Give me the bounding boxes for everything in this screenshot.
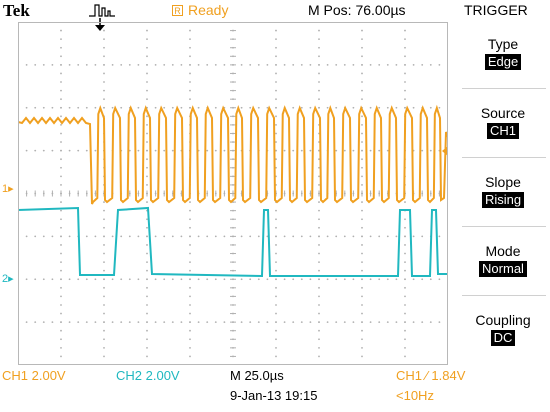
trigger-level-readout: CH1 ∕ 1.84V (396, 368, 466, 383)
ch1-ground-marker[interactable]: 1▸ (2, 183, 14, 195)
graticule-frame (18, 22, 448, 365)
menu-mode-label: Mode (485, 243, 521, 259)
menu-slope[interactable]: Slope Rising (456, 174, 550, 208)
menu-mode-value: Normal (479, 261, 527, 277)
trigger-status-text: Ready (188, 2, 229, 18)
readout-bar: CH1 2.00V CH2 2.00V M 25.0µs CH1 ∕ 1.84V… (0, 366, 550, 412)
menu-type-label: Type (487, 36, 519, 52)
menu-divider (462, 157, 546, 158)
timebase-readout: M 25.0µs (230, 368, 284, 383)
menu-coupling-value: DC (490, 330, 516, 346)
menu-divider (462, 295, 546, 296)
trigger-status: R Ready (172, 2, 228, 18)
status-bar: Tek R Ready M Pos: 76.00µs TRIGGER (0, 0, 550, 31)
trigger-frequency-readout: <10Hz (396, 388, 434, 403)
menu-coupling[interactable]: Coupling DC (456, 312, 550, 346)
menu-slope-label: Slope (485, 174, 521, 190)
ch2-scale-readout: CH2 2.00V (116, 368, 180, 383)
menu-mode[interactable]: Mode Normal (456, 243, 550, 277)
menu-source-value: CH1 (486, 123, 519, 139)
trigger-level-marker-icon (442, 146, 448, 156)
menu-source[interactable]: Source CH1 (456, 105, 550, 139)
menu-source-label: Source (480, 105, 526, 121)
trigger-menu: Type Edge Source CH1 Slope Rising Mode N… (456, 22, 550, 365)
ch1-waveform (18, 104, 448, 205)
ch2-waveform (18, 206, 448, 278)
ready-box-icon: R (172, 4, 183, 16)
menu-slope-value: Rising (481, 192, 525, 208)
menu-type-value: Edge (484, 54, 522, 70)
menu-title: TRIGGER (464, 2, 528, 18)
menu-divider (462, 226, 546, 227)
horizontal-position-readout: M Pos: 76.00µs (308, 2, 406, 18)
waveform-display (18, 22, 448, 365)
menu-divider (462, 88, 546, 89)
brand-logo: Tek (3, 1, 30, 20)
acquisition-pulse-icon (89, 4, 115, 17)
menu-coupling-label: Coupling (475, 312, 531, 328)
ch2-ground-marker[interactable]: 2▸ (2, 273, 14, 285)
date-time: 9-Jan-13 19:15 (230, 388, 318, 403)
ch1-scale-readout: CH1 2.00V (2, 368, 66, 383)
menu-type[interactable]: Type Edge (456, 36, 550, 70)
